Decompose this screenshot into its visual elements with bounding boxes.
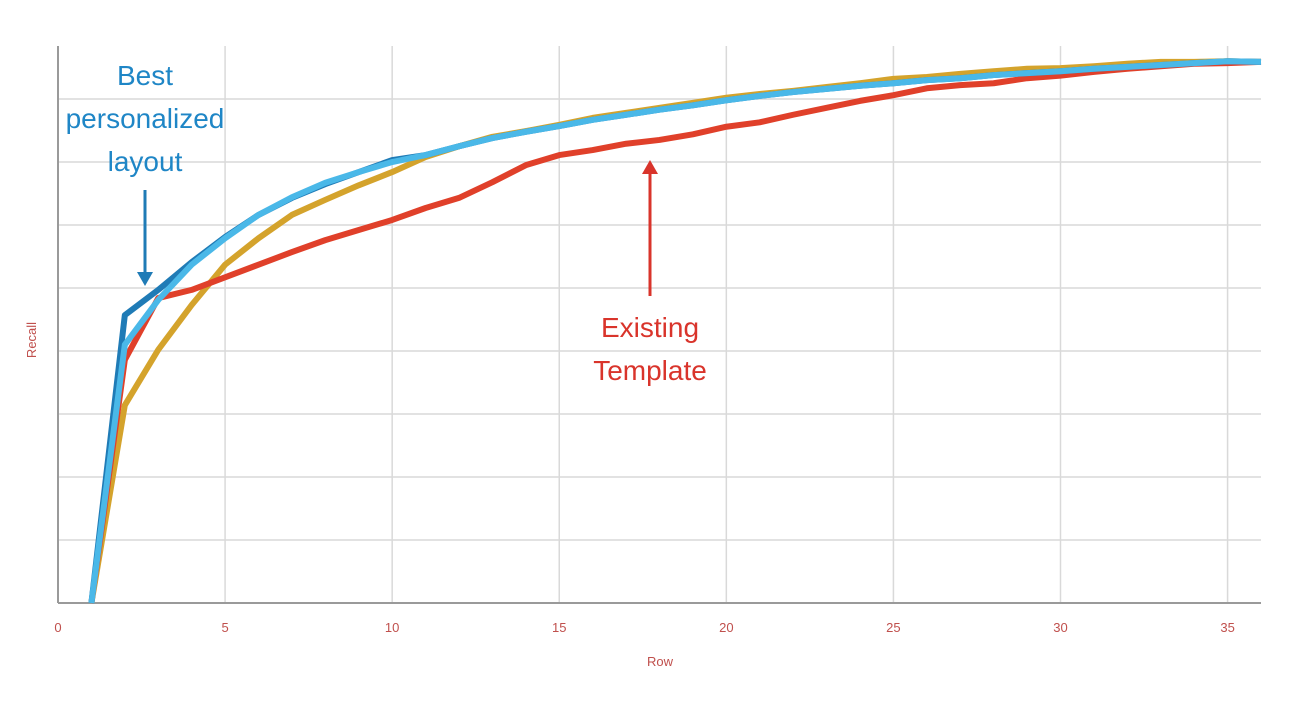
x-tick-label: 30 — [1053, 620, 1067, 635]
x-tick-label: 25 — [886, 620, 900, 635]
x-tick-label: 20 — [719, 620, 733, 635]
x-tick-label: 0 — [54, 620, 61, 635]
arrow — [642, 160, 658, 296]
y-axis-label: Recall — [24, 322, 39, 358]
grid: 0 5 10 15 20 25 30 35 — [54, 46, 1261, 635]
x-tick-label: 10 — [385, 620, 399, 635]
x-axis-label: Row — [647, 654, 674, 669]
x-tick-label: 15 — [552, 620, 566, 635]
lines — [88, 58, 1262, 604]
series-line — [88, 58, 1262, 604]
arrow — [137, 190, 153, 286]
series-line — [88, 58, 1262, 604]
x-tick-label: 5 — [221, 620, 228, 635]
x-tick-label: 35 — [1220, 620, 1234, 635]
annotation: Existing Template — [593, 312, 707, 386]
annotation: Best personalized layout — [65, 60, 225, 177]
